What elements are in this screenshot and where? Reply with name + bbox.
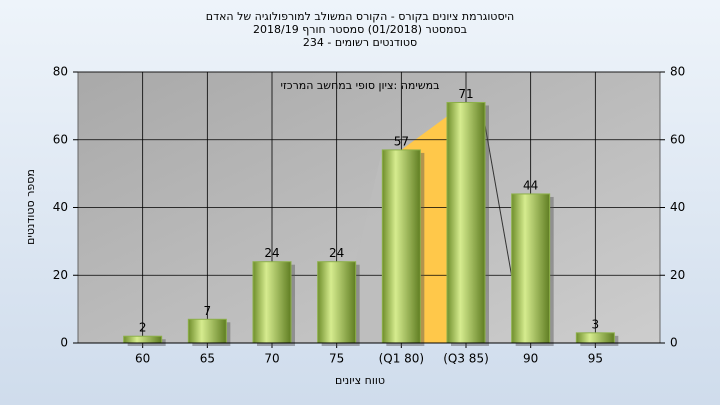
y2-tick-label: 20	[670, 268, 685, 282]
y2-tick-label: 80	[670, 65, 685, 79]
y2-tick-label: 60	[670, 132, 685, 146]
trend-shade	[355, 149, 383, 343]
bar	[381, 149, 421, 344]
x-axis-label: טווח ציונים	[335, 374, 385, 387]
x-tick-label: 70	[264, 352, 279, 366]
y2-tick-label: 40	[670, 200, 685, 214]
bar	[317, 261, 357, 344]
x-tick-label: 65	[200, 352, 215, 366]
chart-title: היסטוגרמת ציונים בקורס - הקורס המשולב למ…	[206, 10, 514, 23]
y-tick-label: 60	[53, 132, 68, 146]
bar	[187, 318, 227, 344]
x-tick-label: 60	[135, 352, 150, 366]
chart-subtitle: בסמסטר (01/2018) סמסטר חורף 2018/19	[253, 23, 467, 36]
value-label: 57	[394, 134, 409, 148]
y-axis-label: מספר סטודנטים	[24, 169, 37, 245]
value-label: 7	[204, 304, 212, 318]
bar	[575, 332, 615, 344]
y-tick-label: 40	[53, 200, 68, 214]
value-label: 44	[523, 178, 538, 192]
x-tick-label: 90	[523, 352, 538, 366]
annotation: במשימה :ציון סופי במחשב המרכזי	[280, 79, 439, 92]
bar	[446, 101, 486, 344]
value-label: 2	[139, 321, 147, 335]
x-tick-label: (Q1 80)	[379, 352, 425, 366]
value-label: 24	[329, 246, 344, 260]
bar	[252, 261, 292, 344]
y-tick-label: 0	[60, 336, 68, 350]
x-tick-label: (Q3 85)	[443, 352, 489, 366]
value-label: 24	[264, 246, 279, 260]
bar	[511, 193, 551, 344]
x-tick-label: 75	[329, 352, 344, 366]
value-label: 3	[592, 317, 600, 331]
y-tick-label: 80	[53, 65, 68, 79]
x-tick-label: 95	[588, 352, 603, 366]
bar	[123, 335, 163, 344]
chart-subtitle: סטודנטים רשומים - 234	[303, 36, 417, 49]
trend-line	[480, 102, 513, 277]
y-tick-label: 20	[53, 268, 68, 282]
y2-tick-label: 0	[670, 336, 678, 350]
value-label: 71	[458, 87, 473, 101]
